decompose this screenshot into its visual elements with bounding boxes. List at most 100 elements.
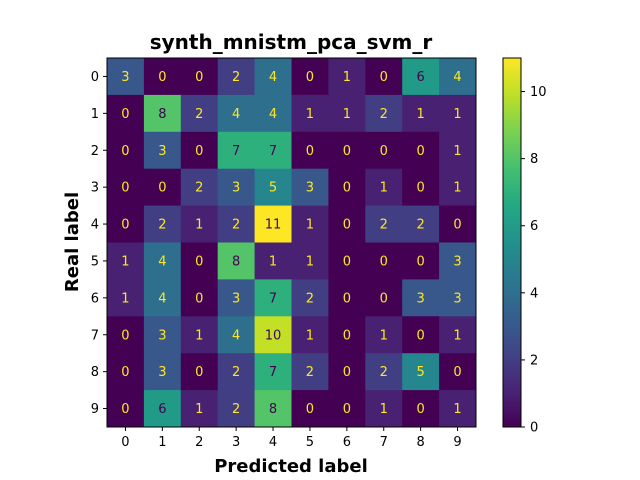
colorbar-tick-label: 8 [530,152,538,167]
y-tick-label: 5 [91,254,99,269]
heatmap-cell [439,316,477,354]
heatmap-cell [328,94,366,133]
heatmap-cell [107,279,145,317]
cell-value-label: 0 [343,291,351,306]
heatmap-cell [402,242,440,280]
cell-value-label: 0 [380,144,388,159]
heatmap-cell [402,205,440,243]
heatmap-cell [107,168,145,207]
cell-value-label: 7 [269,144,277,159]
cell-value-label: 8 [158,107,166,122]
heatmap-cell [328,205,366,243]
cell-value-label: 0 [306,144,314,159]
cell-value-label: 0 [453,365,461,380]
heatmap-cell [217,242,256,280]
cell-value-label: 4 [158,254,166,269]
cell-value-label: 10 [265,328,282,343]
heatmap-cell [217,279,256,317]
heatmap-cell [365,168,403,207]
heatmap-cell [439,205,477,243]
heatmap-cell [328,242,366,280]
heatmap-cell [254,390,292,428]
cell-value-label: 3 [232,291,240,306]
cell-value-label: 0 [343,218,351,233]
heatmap-cell [328,353,366,391]
cell-value-label: 0 [380,70,388,85]
heatmap-cell [217,58,256,96]
heatmap-cell [107,353,145,391]
heatmap-cell [254,279,292,317]
heatmap-cell [291,58,329,96]
heatmap-cell [291,168,329,207]
heatmap-cells: 3 0 0 2 4 0 1 0 6 40 8 2 4 4 1 1 2 1 10 3 0 7 7 0 0 0 0 10 0 2 3 5 3 0 1 0 1… [107,58,477,428]
heatmap-cell [291,131,329,170]
heatmap-cell [439,353,477,391]
cell-value-label: 2 [417,218,425,233]
heatmap-cell [439,242,477,280]
cell-value-label: 0 [306,70,314,85]
cell-value-label: 4 [158,291,166,306]
heatmap-cell [365,205,403,243]
cell-value-label: 0 [195,144,203,159]
cell-value-label: 2 [158,218,166,233]
colorbar-tick-label: 0 [530,421,538,436]
x-tick-label: 3 [232,435,240,450]
cell-value-label: 0 [343,144,351,159]
heatmap-cell [107,316,145,354]
heatmap-cell [143,58,182,96]
heatmap-cell [180,353,219,391]
heatmap-cell [291,279,329,317]
cell-value-label: 1 [306,218,314,233]
cell-value-label: 3 [417,291,425,306]
heatmap-cell [291,390,329,428]
heatmap-cell [180,205,219,243]
cell-value-label: 3 [121,70,129,85]
heatmap-cell [365,58,403,96]
cell-value-label: 2 [195,181,203,196]
cell-value-label: 0 [121,402,129,417]
cell-value-label: 1 [306,107,314,122]
cell-value-label: 2 [380,218,388,233]
cell-value-label: 7 [269,291,277,306]
heatmap-cell [143,242,182,280]
cell-value-label: 0 [306,402,314,417]
heatmap-cell [402,353,440,391]
heatmap-cell [143,205,182,243]
cell-value-label: 1 [195,328,203,343]
heatmap-cell [328,168,366,207]
heatmap-cell [254,131,292,170]
y-tick-label: 7 [91,328,99,343]
cell-value-label: 3 [158,144,166,159]
heatmap-cell [365,131,403,170]
cell-value-label: 2 [306,365,314,380]
cell-value-label: 8 [269,402,277,417]
heatmap-cell [439,94,477,133]
heatmap-cell [254,242,292,280]
cell-value-label: 2 [232,218,240,233]
heatmap-cell [143,279,182,317]
cell-value-label: 0 [453,218,461,233]
x-tick-label: 0 [121,435,129,450]
cell-value-label: 0 [158,181,166,196]
heatmap-cell [107,242,145,280]
cell-value-label: 1 [417,107,425,122]
y-tick-label: 3 [91,181,99,196]
cell-value-label: 1 [453,181,461,196]
heatmap-cell [291,353,329,391]
heatmap-cell [143,94,182,133]
cell-value-label: 0 [195,291,203,306]
heatmap-cell [107,94,145,133]
heatmap-cell [107,131,145,170]
heatmap-cell [180,168,219,207]
y-tick-label: 0 [91,70,99,85]
heatmap-cell [180,316,219,354]
heatmap-cell [291,205,329,243]
cell-value-label: 11 [265,218,282,233]
cell-value-label: 1 [195,218,203,233]
cell-value-label: 1 [121,291,129,306]
cell-value-label: 0 [417,328,425,343]
x-tick-label: 9 [453,435,461,450]
cell-value-label: 0 [343,181,351,196]
heatmap-cell [365,242,403,280]
cell-value-label: 1 [380,328,388,343]
